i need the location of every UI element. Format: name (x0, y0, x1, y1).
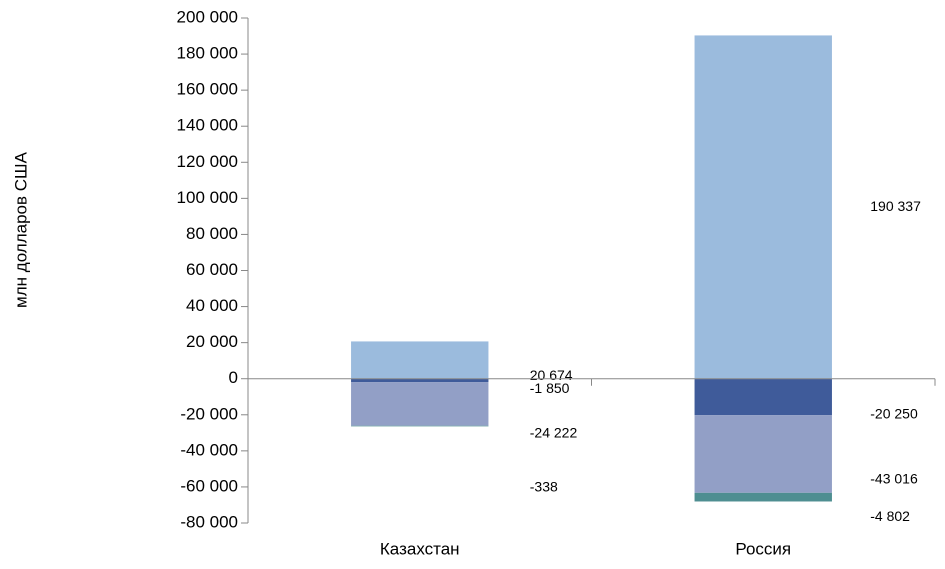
data-label: -43 016 (870, 471, 918, 487)
y-tick-label: 160 000 (177, 80, 238, 99)
bar-segment (351, 341, 489, 379)
y-tick-label: 200 000 (177, 7, 238, 26)
y-tick-label: 120 000 (177, 152, 238, 171)
data-label: -1 850 (530, 380, 570, 396)
y-tick-label: 60 000 (186, 260, 238, 279)
y-tick-label: 20 000 (186, 332, 238, 351)
x-tick-label: Россия (735, 539, 791, 558)
y-tick-label: 0 (229, 368, 238, 387)
bar-segment (351, 425, 489, 427)
bar-segment (351, 378, 489, 383)
data-label: -4 802 (870, 508, 910, 524)
bar-segment (694, 415, 832, 493)
data-label: -338 (530, 479, 558, 495)
y-axis-label: млн долларов США (11, 151, 30, 308)
y-tick-label: 40 000 (186, 296, 238, 315)
y-tick-label: 80 000 (186, 224, 238, 243)
y-tick-label: 100 000 (177, 188, 238, 207)
data-label: 190 337 (870, 198, 921, 214)
y-tick-label: 180 000 (177, 44, 238, 63)
bar-segment (694, 492, 832, 502)
data-label: -20 250 (870, 406, 918, 422)
y-tick-label: -60 000 (180, 476, 238, 495)
y-tick-label: -40 000 (180, 440, 238, 459)
y-tick-label: -80 000 (180, 512, 238, 531)
bar-segment (351, 382, 489, 426)
y-tick-label: -20 000 (180, 404, 238, 423)
y-tick-label: 140 000 (177, 116, 238, 135)
bar-segment (694, 35, 832, 379)
data-label: -24 222 (530, 425, 578, 441)
x-tick-label: Казахстан (380, 539, 460, 558)
bar-segment (694, 378, 832, 416)
